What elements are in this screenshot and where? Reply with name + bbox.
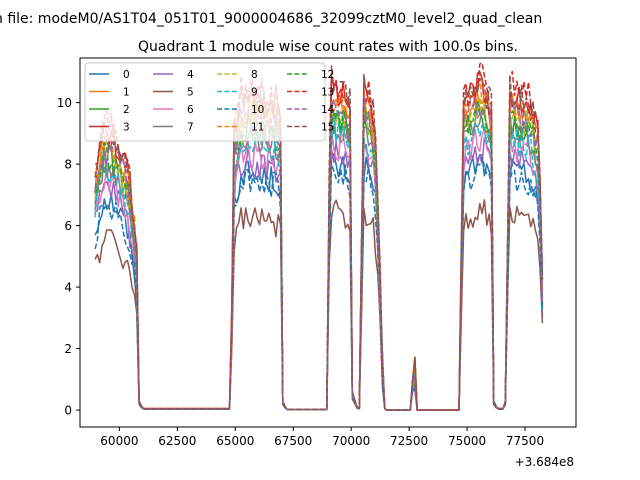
x-axis: 60000 62500 65000 67500 70000 72500 75000 77500 xyxy=(100,427,544,448)
legend-label: 11 xyxy=(251,122,264,134)
legend-label: 3 xyxy=(123,122,130,134)
x-tick-label: 70000 xyxy=(332,434,370,448)
legend-label: 12 xyxy=(321,69,334,81)
legend-label: 15 xyxy=(321,122,334,134)
figure-suptitle: n file: modeM0/AS1T04_051T01_9000004686_… xyxy=(0,11,542,27)
series-line-14 xyxy=(94,95,544,411)
y-tick-label: 10 xyxy=(57,96,72,110)
legend-box xyxy=(84,62,326,142)
legend-label: 5 xyxy=(187,87,194,99)
y-tick-label: 0 xyxy=(64,404,72,418)
legend-label: 8 xyxy=(251,69,258,81)
y-tick-label: 6 xyxy=(64,219,72,233)
series-line-15 xyxy=(94,73,544,411)
legend-label: 10 xyxy=(251,104,264,116)
y-axis: 0 2 4 6 8 10 xyxy=(57,96,80,418)
legend-label: 7 xyxy=(187,122,194,134)
y-tick-label: 4 xyxy=(64,281,72,295)
x-tick-label: 62500 xyxy=(158,434,196,448)
x-offset-label: +3.684e8 xyxy=(515,455,574,469)
plot-lines xyxy=(94,62,544,411)
x-tick-label: 77500 xyxy=(506,434,544,448)
legend-label: 1 xyxy=(123,87,130,99)
y-tick-label: 2 xyxy=(64,342,72,356)
x-tick-label: 72500 xyxy=(390,434,428,448)
legend-label: 2 xyxy=(123,104,130,116)
x-tick-label: 75000 xyxy=(448,434,486,448)
axes-frame xyxy=(79,57,577,428)
legend-label: 0 xyxy=(123,69,130,81)
x-tick-label: 60000 xyxy=(100,434,138,448)
x-tick-label: 65000 xyxy=(216,434,254,448)
legend-label: 13 xyxy=(321,87,334,99)
chart-title: Quadrant 1 module wise count rates with … xyxy=(138,39,518,55)
legend-label: 9 xyxy=(251,87,258,99)
x-tick-label: 67500 xyxy=(274,434,312,448)
legend-label: 4 xyxy=(187,69,194,81)
series-line-12 xyxy=(94,99,544,411)
legend-label: 14 xyxy=(321,104,335,116)
legend-label: 6 xyxy=(187,104,194,116)
y-tick-label: 8 xyxy=(64,158,72,172)
